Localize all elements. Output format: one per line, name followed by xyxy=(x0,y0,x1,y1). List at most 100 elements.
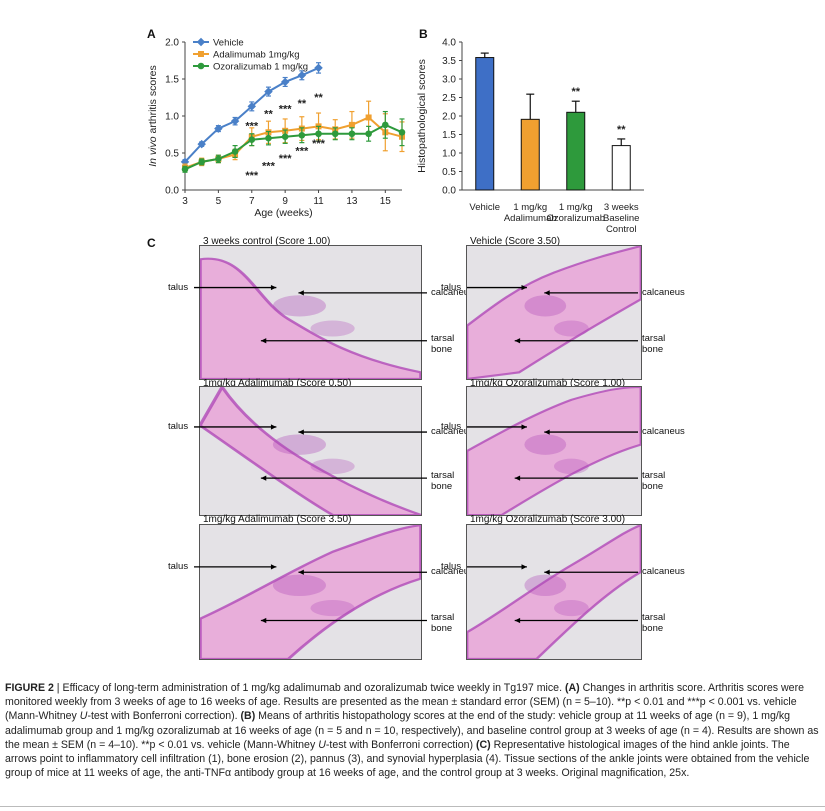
label-talus: talus xyxy=(441,420,462,432)
label-bone: bone xyxy=(431,481,453,493)
label-calcaneus: calcaneus xyxy=(642,426,685,438)
legend-label: Ozoralizumab 1 mg/kg xyxy=(213,62,308,73)
histology-image-title: 1mg/kg Ozoralizumab (Score 3.00) xyxy=(470,514,626,525)
tissue-section-drawing xyxy=(467,525,641,659)
histology-image xyxy=(199,524,422,660)
label-talus: talus xyxy=(168,420,189,432)
caption-a-label: (A) xyxy=(564,682,580,694)
y-tick-label: 0.5 xyxy=(165,149,179,160)
histology-image-title: 3 weeks control (Score 1.00) xyxy=(203,236,331,247)
label-talus: talus xyxy=(168,560,189,572)
label-tarsal: tarsal xyxy=(431,470,455,482)
histology-image xyxy=(466,245,642,380)
label-tarsal: tarsal xyxy=(642,332,666,344)
label-tarsal: tarsal xyxy=(431,612,455,624)
y-tick-label: 1.0 xyxy=(442,149,456,160)
arthritis-score-line-chart: 0.0 0.5 1.0 1.5 2.0 3 5 7 9 11 13 15 Age (weeks) In v… xyxy=(147,37,406,219)
bone-region xyxy=(272,434,326,455)
bone-region xyxy=(524,434,567,455)
significance-label: *** xyxy=(295,145,309,157)
data-point xyxy=(315,130,322,138)
tissue-region xyxy=(467,387,641,515)
histology-image xyxy=(199,245,422,380)
label-bone: bone xyxy=(642,623,664,635)
data-point xyxy=(214,124,223,133)
caption-u-test-2: U xyxy=(318,738,326,751)
y-tick-label: 2.0 xyxy=(442,112,456,123)
significance-label: ** xyxy=(264,108,273,120)
significance-label: ** xyxy=(298,98,307,110)
data-point xyxy=(348,121,355,128)
legend-marker xyxy=(198,51,204,57)
data-point xyxy=(248,136,256,143)
bone-region xyxy=(272,295,326,317)
significance-label: *** xyxy=(312,138,326,150)
significance-label: ** xyxy=(617,124,626,136)
tissue-section-drawing xyxy=(467,387,641,515)
data-point xyxy=(382,121,389,129)
caption-c-label: (C) xyxy=(475,738,491,751)
significance-label: *** xyxy=(245,170,259,182)
tissue-border xyxy=(200,387,421,515)
label-calcaneus: calcaneus xyxy=(431,286,474,298)
y-tick-label: 3.5 xyxy=(442,56,456,67)
data-point xyxy=(398,128,406,136)
y-tick-label: 4.0 xyxy=(442,38,456,49)
label-tarsal: tarsal xyxy=(642,612,666,624)
x-tick-label: 3 xyxy=(182,196,188,207)
x-tick-label: 9 xyxy=(282,196,288,207)
label-tarsal: tarsal xyxy=(642,470,666,482)
tissue-border xyxy=(200,257,421,379)
data-point xyxy=(215,155,222,163)
significance-label: *** xyxy=(245,120,259,132)
data-point xyxy=(230,116,240,126)
data-point xyxy=(314,63,323,73)
data-point xyxy=(265,134,272,142)
data-point xyxy=(280,77,290,87)
bone-region xyxy=(310,600,355,617)
x-tick-label: 11 xyxy=(313,196,324,207)
label-tarsal: tarsal xyxy=(431,332,455,344)
label-bone: bone xyxy=(642,343,664,355)
data-point xyxy=(198,158,205,166)
data-point xyxy=(247,102,257,111)
tissue-border xyxy=(467,387,641,515)
significance-label: ** xyxy=(314,92,323,104)
category-label: 3 weeks xyxy=(604,202,639,213)
y-axis-title: In vivo arthritis scores xyxy=(147,65,159,167)
label-calcaneus: calcaneus xyxy=(642,286,685,298)
tissue-section-drawing xyxy=(200,525,421,659)
bone-region xyxy=(310,320,355,337)
x-tick-label: 13 xyxy=(346,196,358,207)
y-tick-label: 1.5 xyxy=(442,130,456,141)
bone-region xyxy=(524,295,567,317)
category-label: Ozoralizumab xyxy=(546,213,605,224)
caption-text-3: -test with Bonferroni correction). xyxy=(87,710,241,723)
y-tick-label: 2.0 xyxy=(165,38,179,49)
legend-marker xyxy=(197,62,205,70)
category-label: 1 mg/kg xyxy=(513,202,547,213)
legend-marker xyxy=(196,37,206,47)
bar xyxy=(566,111,586,191)
tissue-region xyxy=(200,258,421,379)
legend-label: Adalimumab 1mg/kg xyxy=(213,50,300,61)
label-bone: bone xyxy=(431,343,453,355)
tissue-section-drawing xyxy=(467,246,641,379)
data-point xyxy=(231,148,239,155)
bone-region xyxy=(310,458,355,475)
bone-region xyxy=(554,458,589,475)
tissue-border xyxy=(467,525,641,659)
histology-image xyxy=(466,386,642,516)
data-point xyxy=(297,71,307,80)
y-axis-title-rest: arthritis scores xyxy=(147,65,159,136)
tissue-region xyxy=(467,525,641,659)
histology-image-title: 1mg/kg Ozoralizumab (Score 1.00) xyxy=(470,378,626,389)
category-label: 1 mg/kg xyxy=(559,202,593,213)
panel-c-letter: C xyxy=(147,236,156,250)
y-axis-title-italic: In vivo xyxy=(147,136,159,167)
caption-text-6: Representative histological images of th… xyxy=(5,738,810,780)
data-point xyxy=(331,130,339,138)
bar xyxy=(520,118,540,191)
caption-text-5: -test with Bonferroni correction) xyxy=(325,738,476,751)
significance-label: ** xyxy=(571,86,580,98)
